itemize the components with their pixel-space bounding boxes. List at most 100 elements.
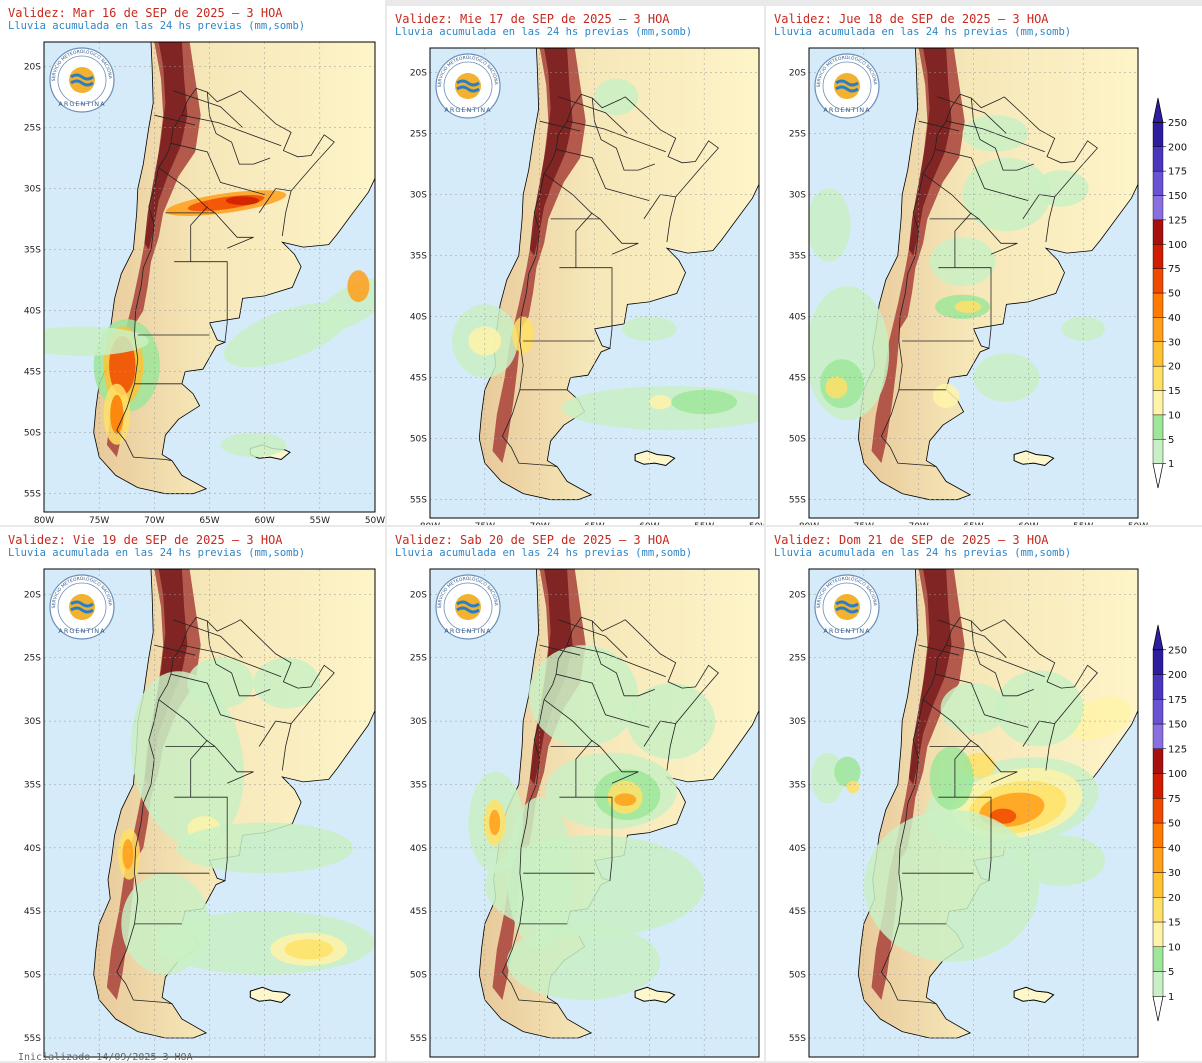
colorbar-tick-label: 5 — [1168, 435, 1174, 446]
precip-area — [110, 394, 124, 434]
precip-area — [122, 839, 134, 870]
province-border — [154, 114, 196, 126]
panel-subtitle: Lluvia acumulada en las 24 hs previas (m… — [774, 26, 1072, 38]
colorbar-swatch — [1152, 146, 1164, 172]
precip-area — [528, 645, 639, 747]
colorbar-tick-label: 100 — [1168, 240, 1187, 251]
precip-area — [954, 300, 982, 313]
colorbar-tick-label: 20 — [1168, 362, 1181, 373]
lon-tick-label: 70W — [908, 522, 928, 525]
colorbar-tick-label: 175 — [1168, 167, 1187, 178]
colorbar-tick-label: 250 — [1168, 645, 1187, 656]
lat-tick-label: 40S — [410, 844, 427, 854]
lat-tick-label: 25S — [410, 654, 427, 664]
colorbar-swatch — [1152, 946, 1164, 972]
colorbar-cap — [1152, 463, 1164, 489]
colorbar-swatch — [1152, 847, 1164, 873]
lat-tick-label: 55S — [789, 1034, 806, 1044]
precip-area — [284, 939, 334, 960]
lon-tick-label: 80W — [799, 522, 819, 525]
colorbar-swatch — [1152, 798, 1164, 824]
colorbar-swatch — [1152, 971, 1164, 997]
map-panel-2: Validez: Mie 17 de SEP de 2025 – 3 HOA L… — [387, 6, 764, 525]
colorbar-tick-label: 100 — [1168, 769, 1187, 780]
lat-tick-label: 25S — [24, 123, 41, 133]
map-frame — [43, 568, 376, 1058]
province-border — [880, 93, 1005, 468]
lon-tick-label: 50W — [749, 522, 764, 525]
precip-area — [44, 326, 149, 356]
panel-title: Validez: Mar 16 de SEP de 2025 – 3 HOA — [8, 6, 283, 20]
map-frame — [808, 568, 1139, 1058]
precip-area — [223, 302, 350, 368]
lat-tick-label: 45S — [789, 907, 806, 917]
province-border — [154, 644, 196, 656]
colorbar-swatch — [1152, 341, 1164, 367]
lon-tick-label: 80W — [34, 516, 54, 525]
precip-area — [347, 270, 370, 303]
colorbar-swatch — [1152, 268, 1164, 294]
province-border — [918, 644, 960, 656]
colorbar-tick-label: 10 — [1168, 942, 1181, 953]
svg-text:ARGENTINA: ARGENTINA — [823, 106, 870, 114]
province-border — [550, 746, 639, 784]
panel-title: Validez: Sab 20 de SEP de 2025 – 3 HOA — [395, 533, 670, 547]
lat-tick-label: 45S — [24, 368, 41, 378]
colorbar-swatch — [1152, 244, 1164, 269]
lat-tick-label: 45S — [24, 907, 41, 917]
precip-map: 20S 25S 30S 35S 40S 45S 50S 55S 80W 75W 70W 65W 60W 5… — [0, 0, 385, 525]
province-border — [935, 673, 1029, 728]
province-border — [559, 796, 613, 881]
colorbar-tick-label: 125 — [1168, 744, 1187, 755]
colorbar-tick-label: 40 — [1168, 313, 1181, 324]
svg-text:ARGENTINA: ARGENTINA — [823, 627, 870, 635]
lat-tick-label: 55S — [24, 1034, 41, 1044]
precip-area — [825, 376, 848, 399]
province-border — [970, 98, 1034, 171]
colorbar-tick-label: 125 — [1168, 215, 1187, 226]
province-border — [550, 218, 639, 255]
colorbar-swatch — [1152, 195, 1164, 221]
colorbar-swatch — [1152, 292, 1164, 318]
lat-tick-label: 20S — [789, 590, 806, 600]
colorbar-tick-label: 50 — [1168, 289, 1181, 300]
colorbar-tick-label: 5 — [1168, 967, 1174, 978]
province-border — [543, 173, 601, 220]
province-border — [556, 673, 650, 728]
islands — [1013, 450, 1055, 467]
lat-tick-label: 40S — [789, 844, 806, 854]
colorbar-swatch — [1152, 414, 1164, 440]
map-frame — [808, 47, 1139, 519]
province-border — [558, 96, 628, 134]
lon-tick-label: 50W — [1128, 522, 1148, 525]
precip-area — [220, 432, 287, 458]
lat-tick-label: 55S — [410, 496, 427, 506]
province-border — [591, 98, 655, 171]
province-border — [543, 699, 601, 747]
precip-area — [863, 809, 1040, 962]
province-border — [922, 699, 980, 747]
province-border — [929, 218, 1018, 255]
province-border — [938, 796, 992, 881]
map-panel-5: Validez: Sab 20 de SEP de 2025 – 3 HOA L… — [387, 527, 764, 1061]
lon-tick-label: 65W — [584, 522, 604, 525]
province-border — [170, 673, 265, 728]
province-border — [172, 90, 243, 128]
lat-tick-label: 45S — [410, 907, 427, 917]
lon-tick-label: 75W — [89, 516, 109, 525]
province-border — [116, 87, 241, 462]
colorbar-tick-label: 50 — [1168, 819, 1181, 830]
precip-area — [989, 808, 1017, 824]
colorbar-tick-label: 150 — [1168, 720, 1187, 731]
andes-peaks — [908, 569, 952, 785]
lat-tick-label: 35S — [789, 780, 806, 790]
colorbar-tick-label: 30 — [1168, 337, 1181, 348]
precip-area — [614, 793, 637, 806]
colorbar-swatch — [1152, 365, 1164, 391]
lon-tick-label: 55W — [694, 522, 714, 525]
colorbar-swatch — [1152, 170, 1164, 196]
lat-tick-label: 35S — [24, 246, 41, 256]
colorbar-tick-label: 75 — [1168, 264, 1181, 275]
province-border — [539, 120, 581, 132]
precip-area — [932, 383, 960, 409]
